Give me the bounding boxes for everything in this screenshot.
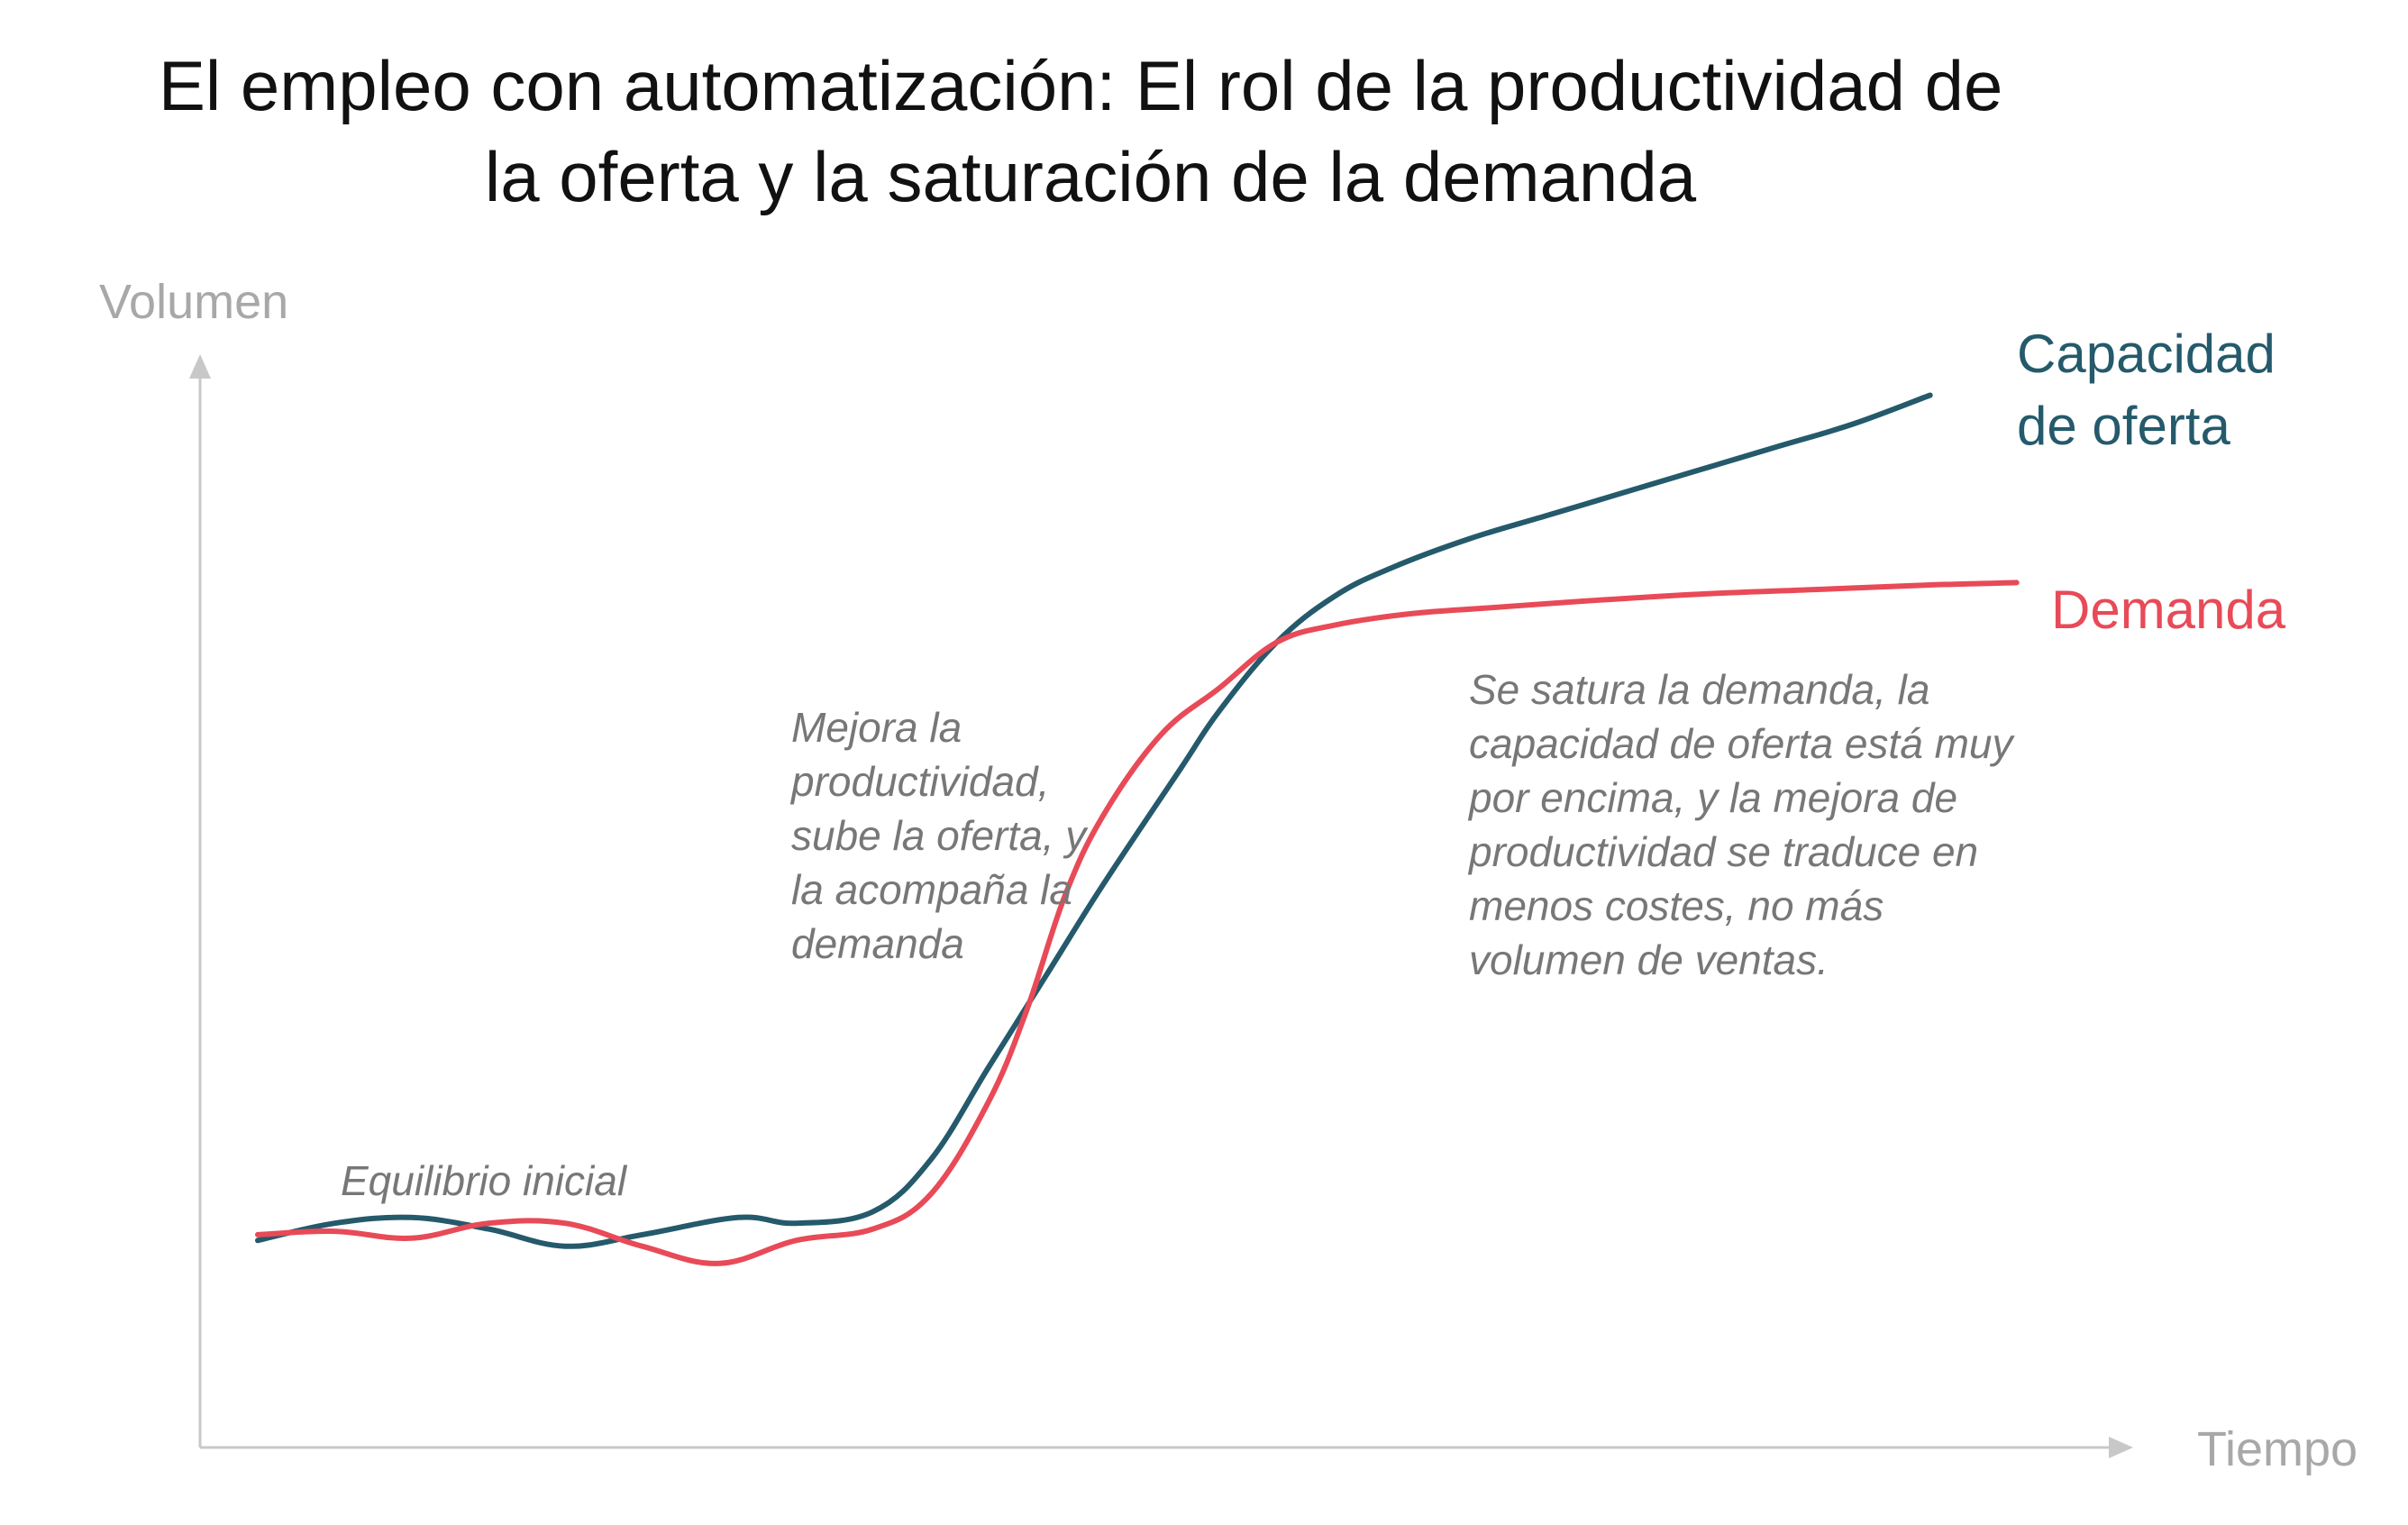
series-line-demanda <box>255 580 2020 1266</box>
annotation-mejora-line-4: la acompaña la <box>791 866 1072 913</box>
series-label-capacidad-line-1: Capacidad <box>2017 324 2276 384</box>
annotation-satura-line-5: menos costes, no más <box>1469 882 1884 929</box>
axes <box>189 354 2133 1458</box>
annotation-mejora-line-5: demanda <box>791 920 964 967</box>
annotation-mejora-line-3: sube la oferta, y <box>791 812 1089 859</box>
series-label-demanda: Demanda <box>2051 580 2286 640</box>
annotation-satura-line-4: productividad se traduce en <box>1467 828 1978 875</box>
chart-title: El empleo con automatización: El rol de … <box>159 46 2022 216</box>
annotation-satura-line-6: volumen de ventas. <box>1469 936 1829 983</box>
annotation-satura-demanda: Se satura la demanda, la capacidad de of… <box>1467 666 2024 983</box>
chart-title-line-2: la oferta y la saturación de la demanda <box>485 137 1697 216</box>
annotation-equilibrio-line-1: Equilibrio inicial <box>341 1157 628 1204</box>
annotation-satura-line-1: Se satura la demanda, la <box>1469 666 1929 713</box>
series-label-capacidad-line-2: de oferta <box>2017 396 2230 456</box>
annotation-mejora-line-1: Mejora la <box>791 704 962 751</box>
y-axis-label: Volumen <box>99 275 288 329</box>
annotation-satura-line-2: capacidad de oferta está muy <box>1469 720 2015 767</box>
annotation-equilibrio-inicial: Equilibrio inicial <box>341 1157 628 1204</box>
annotation-satura-line-3: por encima, y la mejora de <box>1467 774 1957 821</box>
annotation-mejora-productividad: Mejora la productividad, sube la oferta,… <box>789 704 1098 967</box>
annotation-mejora-line-2: productividad, <box>789 758 1049 805</box>
series-label-capacidad-de-oferta: Capacidad de oferta <box>2017 324 2291 456</box>
series-label-demanda-line-1: Demanda <box>2051 580 2286 640</box>
series-group <box>255 392 2020 1266</box>
chart-title-line-1: El empleo con automatización: El rol de … <box>159 46 2003 125</box>
x-axis-label: Tiempo <box>2197 1422 2358 1476</box>
series-line-capacidad-de-oferta <box>255 392 1933 1249</box>
